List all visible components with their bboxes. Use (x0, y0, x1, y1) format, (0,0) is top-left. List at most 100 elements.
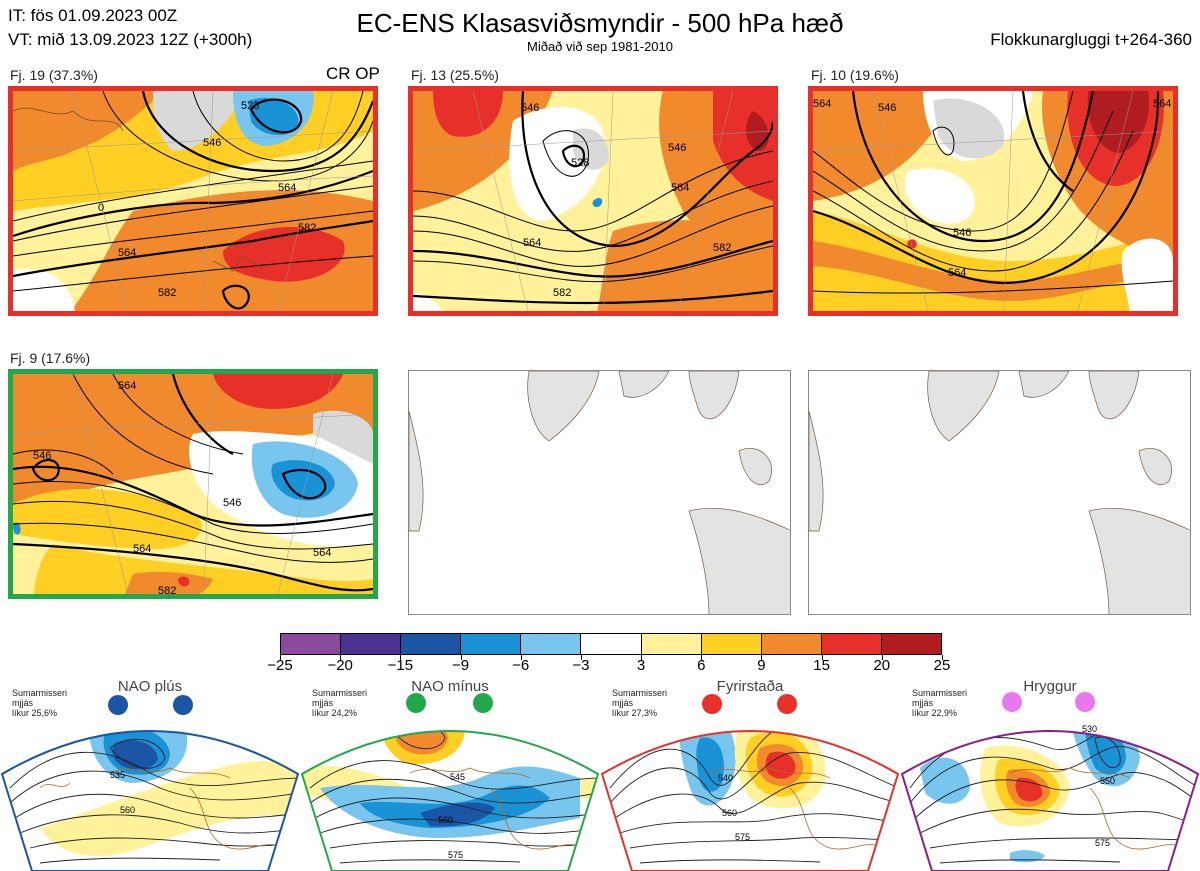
colorbar-segment (401, 634, 462, 654)
contour-label: 564 (813, 98, 831, 110)
regime-info: Sumarmisseri mjjás líkur 24,2% (312, 688, 368, 718)
contour-label: 560 (438, 815, 453, 825)
colorbar-tick-mark (881, 655, 883, 660)
regime-title: Hryggur (1023, 678, 1077, 695)
colorbar-tick-label: 25 (933, 657, 951, 674)
cluster-1-badge: CR OP (326, 64, 380, 83)
contour-label: 575 (1095, 838, 1110, 848)
colorbar-tick-mark (340, 655, 342, 660)
regime-info: Sumarmisseri mjjás líkur 22,9% (912, 688, 968, 718)
contour-label: 546 (668, 142, 686, 154)
cluster-2-label: Fj. 13 (25.5%) (411, 67, 499, 83)
colorbar-tick-label: 15 (813, 657, 830, 674)
colorbar-tick-label: 6 (697, 657, 706, 674)
cluster-1-map: 528 546 564 564 582 582 582 0 (8, 86, 378, 316)
contour-label: 530 (1082, 724, 1097, 734)
colorbar-tick-mark (280, 655, 281, 660)
contour-label: 546 (223, 497, 241, 509)
contour-label: 575 (448, 850, 463, 860)
contour-label: 550 (1100, 776, 1115, 786)
contour-label: 564 (133, 543, 151, 555)
contour-label: 535 (110, 770, 125, 780)
colorbar-tick-label: −3 (572, 657, 590, 674)
regime-title: Fyrirstaða (716, 678, 784, 695)
colorbar-tick-mark (761, 655, 763, 660)
contour-label: 546 (878, 102, 896, 114)
regime-nao-minus: 545 560 575 NAO mínus Sumarmisseri mjjás l… (300, 678, 600, 871)
colorbar-segment (761, 634, 822, 654)
cluster-3-map: 564 546 564 546 564 (808, 86, 1178, 316)
colorbar-tick-label: 9 (757, 657, 766, 674)
contour-label: 546 (521, 102, 539, 114)
colorbar-tick-label: 3 (636, 657, 646, 674)
empty-map-1 (408, 370, 791, 615)
contour-label: 546 (953, 227, 971, 239)
page-title: EC-ENS Klasasviðsmyndir - 500 hPa hæð (356, 8, 844, 38)
colorbar-tick-mark (400, 655, 402, 660)
contour-label: 564 (118, 380, 136, 392)
colorbar-segment (821, 634, 882, 654)
regime-info: Sumarmisseri mjjás líkur 27,3% (612, 688, 668, 718)
colorbar-tick-mark (580, 655, 582, 660)
colorbar-tick-mark (520, 655, 522, 660)
contour-label: 564 (1153, 98, 1171, 110)
contour-label: 564 (523, 237, 541, 249)
cluster-4-map: 564 546 546 564 564 582 582 (8, 369, 378, 599)
colorbar-segment (881, 634, 942, 654)
cluster-3-label: Fj. 10 (19.6%) (811, 67, 899, 83)
contour-label: 582 (338, 312, 356, 316)
contour-label: 582 (158, 287, 176, 299)
colorbar-tick-mark (942, 655, 943, 660)
contour-label: 545 (450, 772, 465, 782)
contour-label: 560 (722, 808, 737, 818)
colorbar-tick-mark (460, 655, 462, 660)
colorbar-segment (461, 634, 522, 654)
colorbar-tick-mark (641, 655, 643, 660)
contour-label: 528 (241, 100, 259, 112)
contour-label: 564 (278, 182, 296, 194)
colorbar-tick-mark (821, 655, 823, 660)
colorbar-tick-label: −6 (512, 657, 530, 674)
contour-label: 575 (735, 832, 750, 842)
contour-label: 560 (120, 805, 135, 815)
regime-ridge: 530 550 575 Hryggur Sumarmisseri mjjás lík… (900, 678, 1200, 871)
colorbar-tick-label: −20 (327, 657, 353, 674)
colorbar-segment (701, 634, 762, 654)
contour-label: 564 (671, 182, 689, 194)
contour-label: 564 (313, 547, 331, 559)
contour-label: 582 (158, 585, 176, 597)
regime-info: Sumarmisseri mjjás líkur 25,6% (12, 688, 68, 718)
regime-nao-plus: 535 560 NAO plús Sumarmisseri mjjás líkur … (0, 678, 300, 871)
cluster-4-label: Fj. 9 (17.6%) (10, 350, 91, 366)
regime-title: NAO mínus (411, 678, 489, 695)
contour-label: 582 (553, 287, 571, 299)
colorbar-tick-label: −25 (267, 657, 293, 674)
contour-label: 546 (33, 450, 51, 462)
contour-label: 0 (98, 202, 104, 214)
init-time: IT: fös 01.09.2023 00Z (8, 6, 178, 25)
contour-label: 564 (723, 312, 741, 316)
contour-label: 528 (571, 157, 589, 169)
colorbar-segment (581, 634, 642, 654)
colorbar-segment (341, 634, 402, 654)
regime-blocking: 540 560 575 Fyrirstaða Sumarmisseri mjjás… (600, 678, 900, 871)
contour-label: 546 (203, 137, 221, 149)
colorbar-tick-label: 20 (873, 657, 891, 674)
colorbar-tick-mark (701, 655, 703, 660)
anomaly-colorbar (280, 633, 942, 655)
contour-label: 582 (713, 242, 731, 254)
colorbar-segment (521, 634, 582, 654)
contour-label: 540 (718, 773, 733, 783)
cluster-1-label: Fj. 19 (37.3%) (10, 67, 98, 83)
empty-map-2 (808, 370, 1191, 615)
colorbar-segment (641, 634, 702, 654)
page-subtitle: Miðað við sep 1981-2010 (527, 39, 673, 54)
contour-label: 582 (298, 222, 316, 234)
colorbar-tick-label: −15 (387, 657, 414, 674)
contour-label: 564 (118, 247, 136, 259)
classification-window: Flokkunargluggi t+264-360 (990, 30, 1192, 49)
cluster-2-map: 546 528 546 564 564 582 582 564 (408, 86, 778, 316)
regime-title: NAO plús (117, 678, 183, 695)
colorbar-tick-label: −9 (451, 657, 470, 674)
contour-label: 564 (948, 267, 966, 279)
